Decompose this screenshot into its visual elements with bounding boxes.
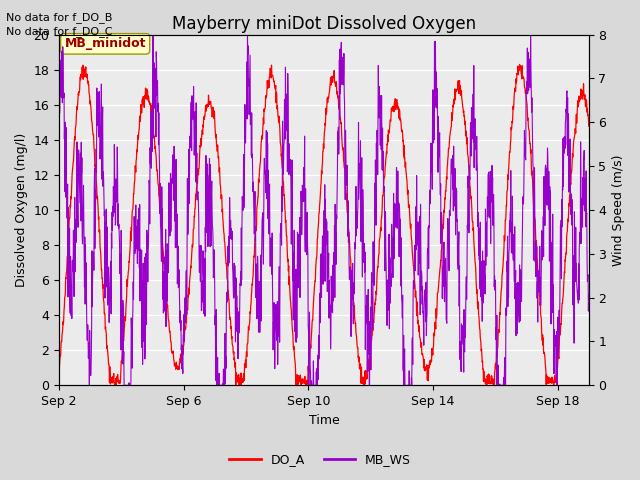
Y-axis label: Dissolved Oxygen (mg/l): Dissolved Oxygen (mg/l) [15, 133, 28, 287]
Y-axis label: Wind Speed (m/s): Wind Speed (m/s) [612, 154, 625, 266]
Title: Mayberry miniDot Dissolved Oxygen: Mayberry miniDot Dissolved Oxygen [172, 15, 476, 33]
Text: No data for f_DO_B: No data for f_DO_B [6, 12, 113, 23]
Legend: DO_A, MB_WS: DO_A, MB_WS [224, 448, 416, 471]
Text: No data for f_DO_C: No data for f_DO_C [6, 26, 113, 37]
X-axis label: Time: Time [308, 414, 339, 427]
Text: MB_minidot: MB_minidot [65, 37, 146, 50]
